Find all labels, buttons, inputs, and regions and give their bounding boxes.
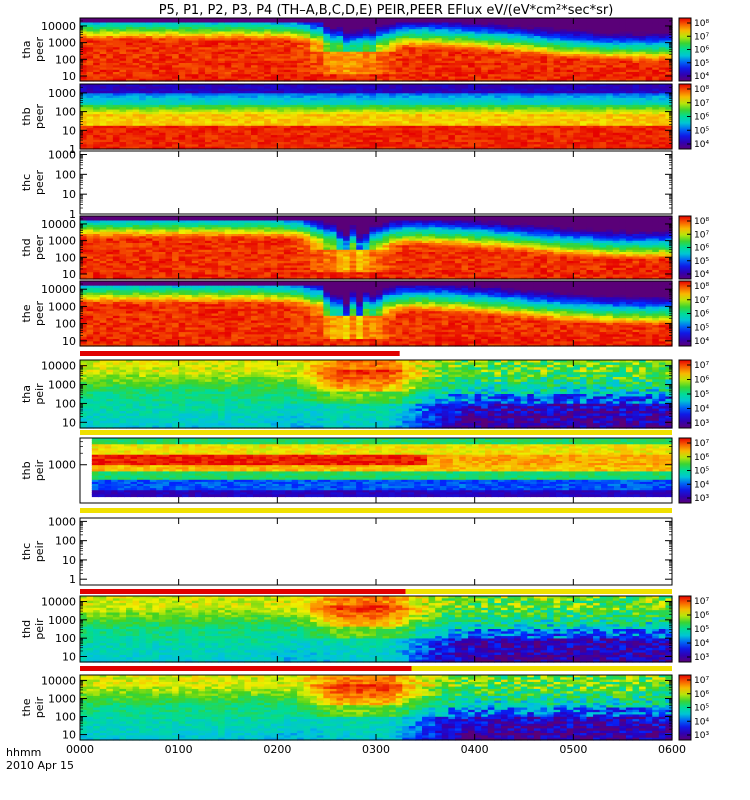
y-tick-label: 10 [62, 70, 76, 83]
y-axis-label: tha [20, 40, 33, 58]
y-tick-label: 1000 [48, 37, 76, 50]
panel-tha-peer: 10 100 1000 10000 tha peer [20, 18, 673, 83]
y-tick-label: 100 [55, 53, 76, 66]
y-axis-label: peer [33, 37, 46, 63]
y-tick-label: 10000 [41, 20, 76, 33]
